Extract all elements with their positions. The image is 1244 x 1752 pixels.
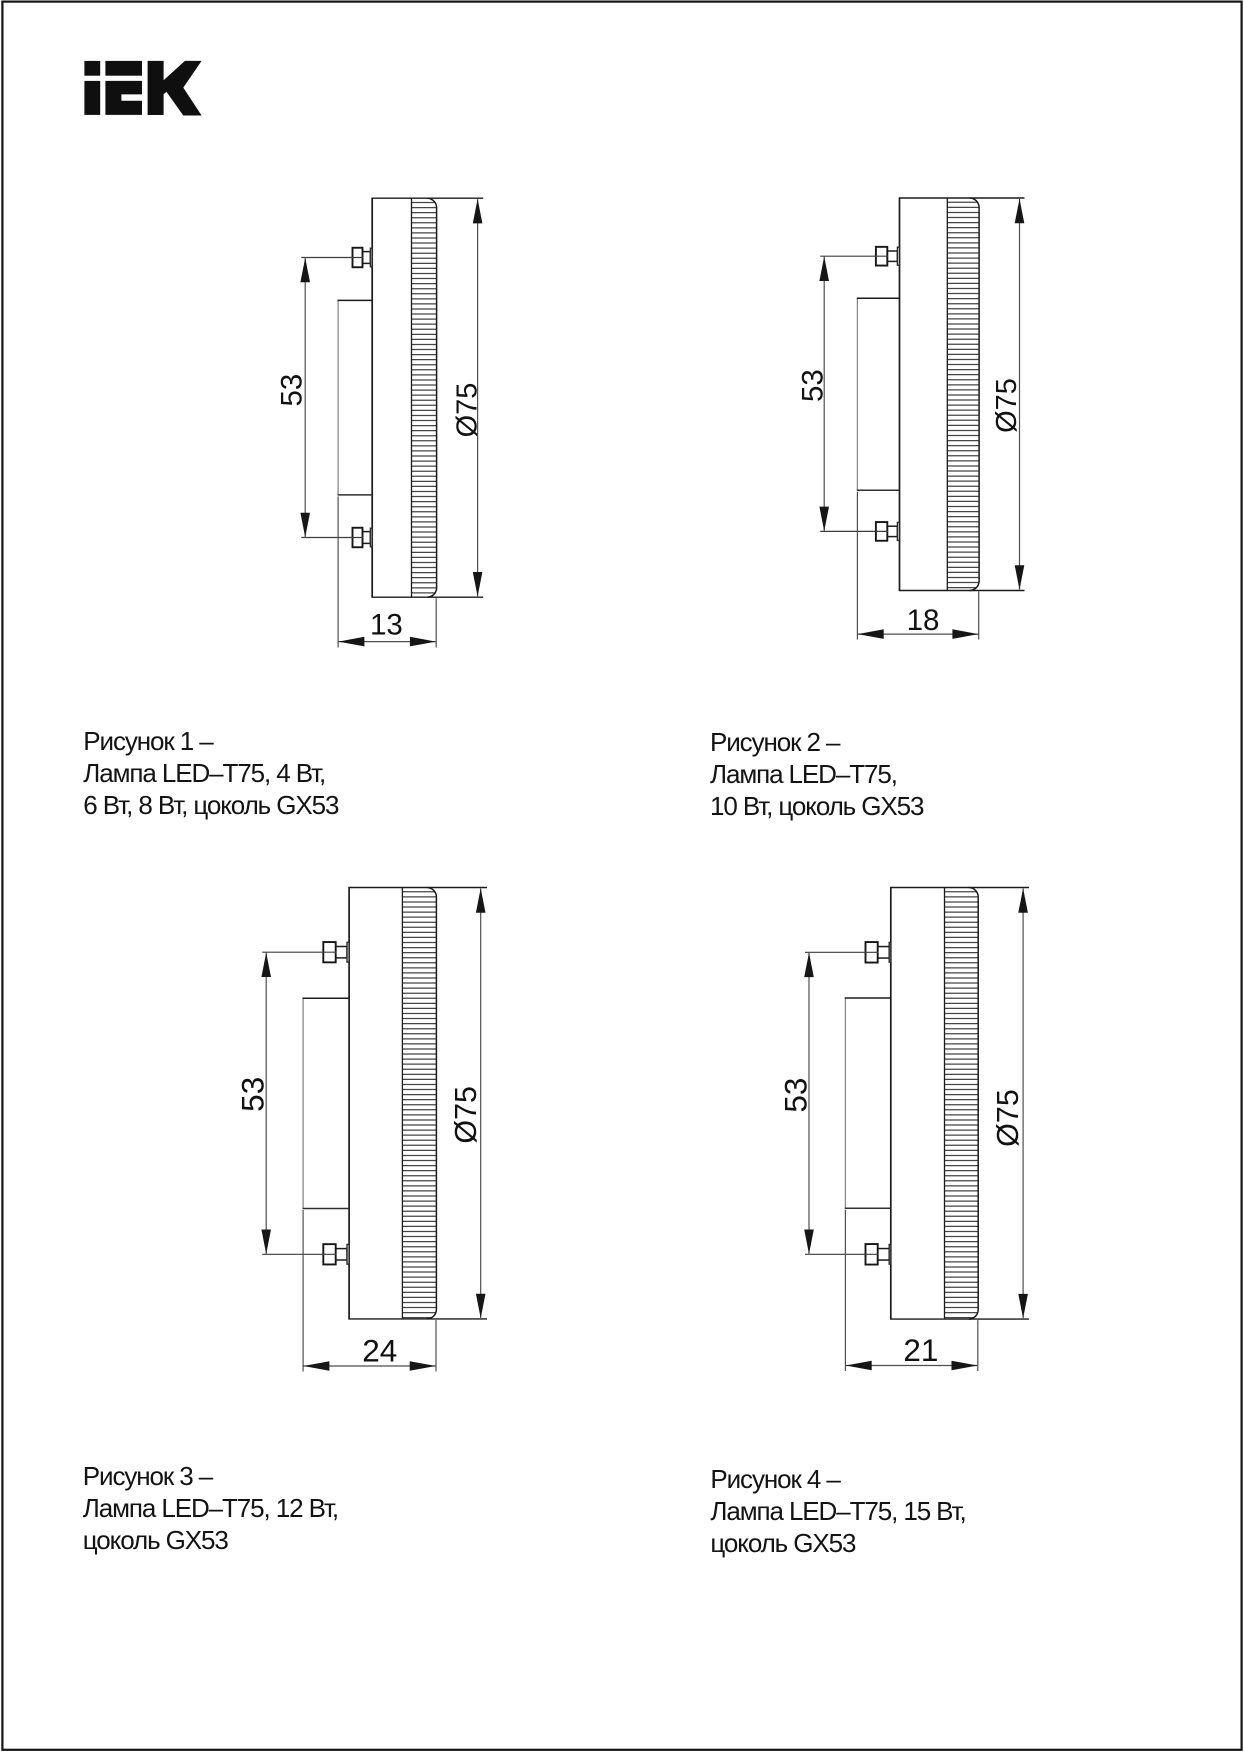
svg-text:21: 21 (903, 1332, 938, 1368)
svg-text:53: 53 (276, 374, 309, 407)
svg-text:Ø75: Ø75 (991, 378, 1023, 433)
svg-text:Ø75: Ø75 (451, 383, 483, 438)
svg-text:18: 18 (907, 604, 940, 637)
svg-text:13: 13 (370, 609, 403, 642)
svg-text:Ø75: Ø75 (991, 1089, 1025, 1147)
svg-text:24: 24 (362, 1332, 397, 1368)
svg-text:Ø75: Ø75 (449, 1086, 483, 1144)
svg-text:53: 53 (778, 1078, 814, 1113)
svg-text:53: 53 (796, 369, 829, 402)
svg-text:53: 53 (234, 1077, 270, 1112)
